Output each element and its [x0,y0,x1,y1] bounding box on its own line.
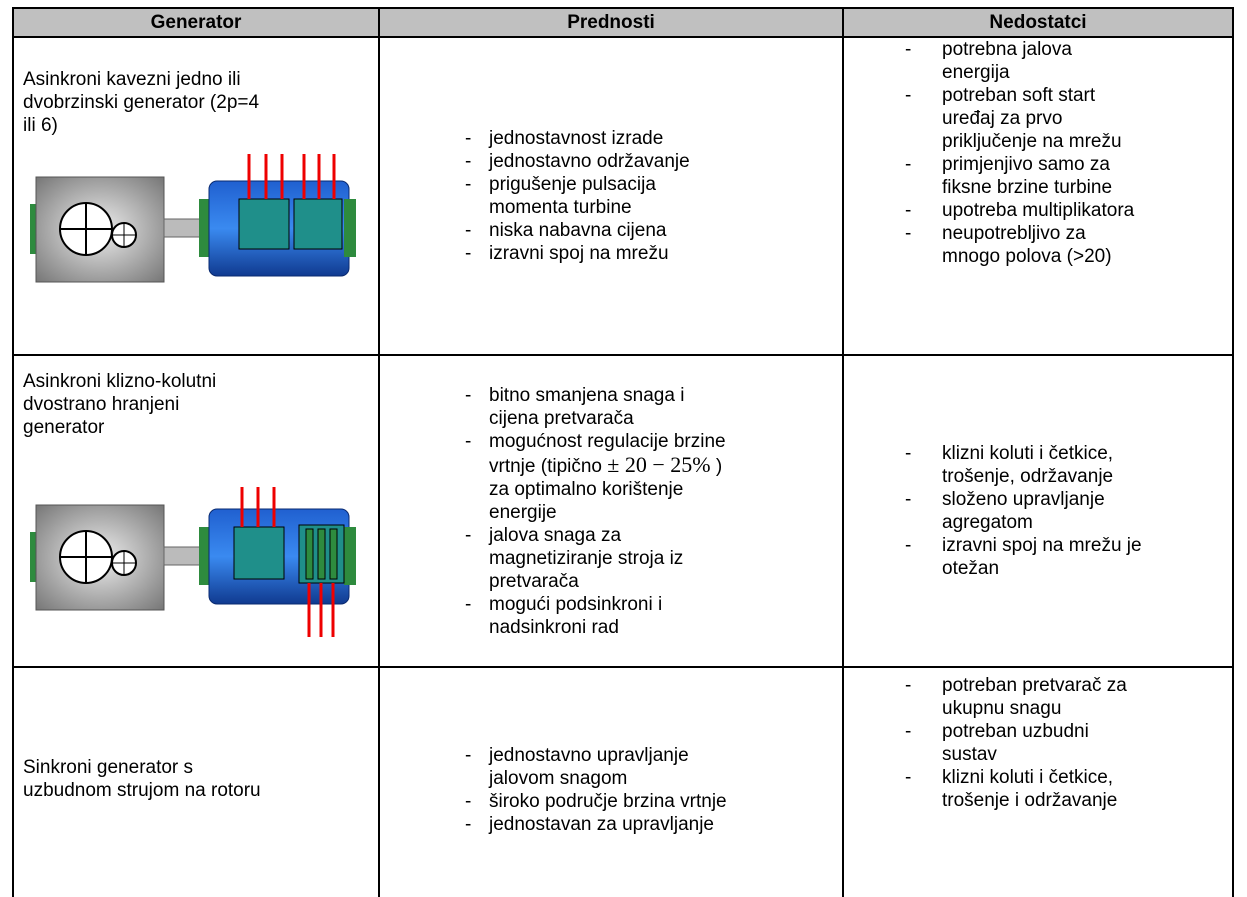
list-item: potreban uzbudni sustav [905,720,1232,766]
list-item: jednostavno upravljanje jalovom snagom [465,744,842,790]
generator-table: Generator Prednosti Nedostatci Asinkroni… [12,7,1234,897]
list-item: jednostavan za upravljanje [465,813,842,836]
list-item: jalova snaga za magnetiziranje stroja iz… [465,524,842,593]
generator-cell: Asinkroni klizno-kolutni dvostrano hranj… [12,354,380,668]
header-cell: Generator [12,7,380,38]
row: Sinkroni generator s uzbudnom strujom na… [12,666,1234,897]
list-item: složeno upravljanje agregatom [905,488,1232,534]
item-text: ) za optimalno korištenje energije [489,455,723,523]
list-item: potreban pretvarač za ukupnu snagu [905,674,1232,720]
disadvantages-cell: potrebna jalova energijapotreban soft st… [842,36,1234,356]
advantages-cell: jednostavno upravljanje jalovom snagomši… [378,666,844,897]
advantages-cell: jednostavnost izradejednostavno održavan… [378,36,844,356]
disadvantages-cell: klizni koluti i četkice, trošenje, održa… [842,354,1234,668]
row: Asinkroni kavezni jedno ili dvobrzinski … [12,36,1234,356]
list-item: niska nabavna cijena [465,219,842,242]
list-item: potreban soft start uređaj za prvo prikl… [905,84,1232,153]
advantages-cell: bitno smanjena snaga i cijena pretvarača… [378,354,844,668]
list-item: bitno smanjena snaga i cijena pretvarača [465,384,842,430]
advantages-list: bitno smanjena snaga i cijena pretvarača… [380,384,842,639]
disadvantages-cell: potreban pretvarač za ukupnu snagupotreb… [842,666,1234,897]
list-item: izravni spoj na mrežu je otežan [905,534,1232,580]
generator-name: Asinkroni kavezni jedno ili dvobrzinski … [23,69,260,136]
list-item: mogućnost regulacije brzine vrtnje (tipi… [465,430,842,524]
list-item: izravni spoj na mrežu [465,242,842,265]
formula: ± 20 − 25% [607,451,711,477]
disadvantages-list: potrebna jalova energijapotreban soft st… [844,38,1232,268]
list-item: široko područje brzina vrtnje [465,790,842,813]
generator-image [30,487,356,637]
list-item: primjenjivo samo za fiksne brzine turbin… [905,153,1232,199]
item-text: mogućnost regulacije brzine vrtnje (tipi… [489,430,726,477]
disadvantages-list: potreban pretvarač za ukupnu snagupotreb… [844,668,1232,812]
list-item: upotreba multiplikatora [905,199,1232,222]
generator-name: Asinkroni klizno-kolutni dvostrano hranj… [23,371,217,438]
disadvantages-list: klizni koluti i četkice, trošenje, održa… [844,442,1232,580]
advantages-list: jednostavnost izradejednostavno održavan… [380,127,842,265]
list-item: jednostavno održavanje [465,150,842,173]
list-item: prigušenje pulsacija momenta turbine [465,173,842,219]
list-item: jednostavnost izrade [465,127,842,150]
header-row: Generator Prednosti Nedostatci [12,7,1234,38]
generator-cell: Asinkroni kavezni jedno ili dvobrzinski … [12,36,380,356]
list-item: klizni koluti i četkice, trošenje, održa… [905,442,1232,488]
header-cell: Prednosti [378,7,844,38]
advantages-list: jednostavno upravljanje jalovom snagomši… [380,668,842,836]
row: Asinkroni klizno-kolutni dvostrano hranj… [12,354,1234,668]
list-item: klizni koluti i četkice, trošenje i održ… [905,766,1232,812]
generator-name: Sinkroni generator s uzbudnom strujom na… [23,757,261,801]
list-item: mogući podsinkroni i nadsinkroni rad [465,593,842,639]
header-cell: Nedostatci [842,7,1234,38]
generator-cell: Sinkroni generator s uzbudnom strujom na… [12,666,380,897]
generator-image [30,154,356,283]
list-item: neupotrebljivo za mnogo polova (>20) [905,222,1232,268]
list-item: potrebna jalova energija [905,38,1232,84]
